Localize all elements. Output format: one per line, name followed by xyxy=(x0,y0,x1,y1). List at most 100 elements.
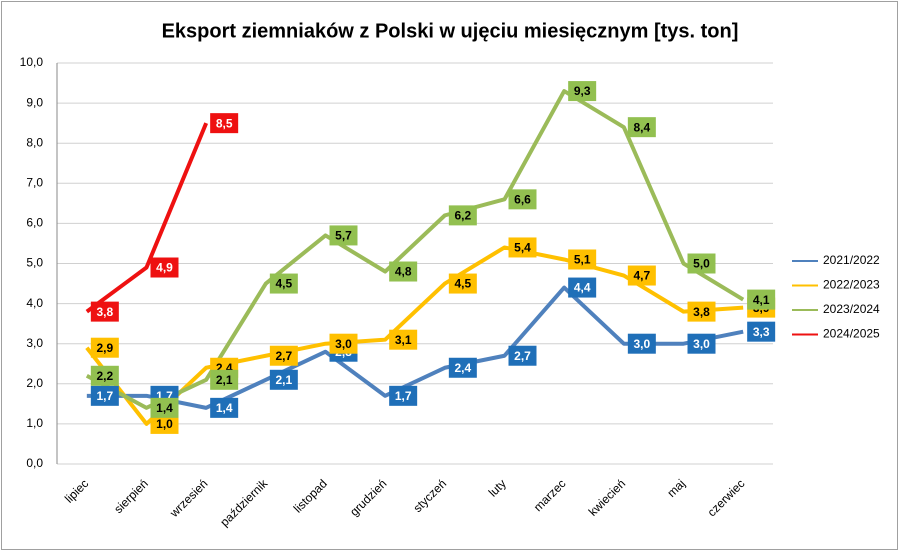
data-label-box xyxy=(269,345,298,366)
data-label-box xyxy=(389,329,418,350)
data-label-box xyxy=(508,189,537,210)
data-label-box xyxy=(150,413,179,434)
data-label-text: 3,8 xyxy=(96,305,113,319)
data-label-box xyxy=(150,397,179,418)
data-label-text: 4,5 xyxy=(275,277,292,291)
data-label-text: 2,9 xyxy=(96,341,113,355)
data-label: 3,0 xyxy=(329,333,358,354)
data-label-box xyxy=(329,225,358,246)
y-tick-label: 10,0 xyxy=(20,55,44,69)
y-tick-label: 5,0 xyxy=(26,256,43,270)
data-label: 5,7 xyxy=(329,225,358,246)
data-label-box xyxy=(90,385,119,406)
data-label-box xyxy=(627,333,656,354)
data-label: 2,4 xyxy=(448,357,477,378)
data-label: 3,0 xyxy=(687,333,716,354)
data-label: 4,5 xyxy=(448,273,477,294)
data-label-box xyxy=(269,369,298,390)
data-label-text: 4,7 xyxy=(633,269,650,283)
y-tick-label: 2,0 xyxy=(26,376,43,390)
data-label-text: 3,0 xyxy=(693,337,710,351)
data-label: 6,2 xyxy=(448,205,477,226)
y-tick-label: 9,0 xyxy=(26,95,43,109)
data-label: 8,4 xyxy=(627,117,656,138)
data-label-box xyxy=(448,273,477,294)
data-label: 4,4 xyxy=(568,277,597,298)
data-label-box xyxy=(568,277,597,298)
data-label-text: 4,1 xyxy=(753,293,770,307)
data-label-box xyxy=(508,237,537,258)
data-label: 2,9 xyxy=(90,337,119,358)
data-label: 5,0 xyxy=(687,253,716,274)
y-tick-label: 4,0 xyxy=(26,296,43,310)
data-label: 1,0 xyxy=(150,413,179,434)
legend-label: 2022/2023 xyxy=(823,278,880,292)
data-label-text: 2,2 xyxy=(96,369,113,383)
data-label-box xyxy=(389,385,418,406)
data-label: 5,1 xyxy=(568,249,597,270)
data-label-box xyxy=(90,365,119,386)
data-label: 3,8 xyxy=(687,301,716,322)
data-label-text: 2,4 xyxy=(454,361,471,375)
data-label-box xyxy=(90,337,119,358)
data-label-box xyxy=(687,301,716,322)
data-label-text: 1,4 xyxy=(156,401,173,415)
y-tick-label: 3,0 xyxy=(26,336,43,350)
data-label-text: 1,0 xyxy=(156,417,173,431)
data-label-box xyxy=(448,205,477,226)
data-label: 3,1 xyxy=(389,329,418,350)
data-label: 6,6 xyxy=(508,189,537,210)
data-label-text: 4,9 xyxy=(156,261,173,275)
data-label-box xyxy=(627,117,656,138)
data-label: 4,7 xyxy=(627,265,656,286)
data-label-text: 5,7 xyxy=(335,229,352,243)
data-label-box xyxy=(448,357,477,378)
data-label-box xyxy=(627,265,656,286)
data-label-box xyxy=(747,321,776,342)
data-label-text: 8,5 xyxy=(216,116,233,130)
data-label-text: 2,7 xyxy=(514,349,531,363)
data-label-text: 1,7 xyxy=(395,389,412,403)
data-label: 5,4 xyxy=(508,237,537,258)
data-label-text: 8,4 xyxy=(633,120,650,134)
data-label: 4,5 xyxy=(269,273,298,294)
data-label: 2,1 xyxy=(210,369,239,390)
data-label: 4,8 xyxy=(389,261,418,282)
legend-label: 2024/2025 xyxy=(823,327,880,341)
data-label: 1,7 xyxy=(389,385,418,406)
data-label-text: 3,3 xyxy=(753,325,770,339)
data-label-text: 5,1 xyxy=(574,253,591,267)
data-label-box xyxy=(210,397,239,418)
data-label-box xyxy=(687,333,716,354)
data-label: 2,7 xyxy=(269,345,298,366)
data-label: 1,4 xyxy=(210,397,239,418)
chart-title: Eksport ziemniaków z Polski w ujęciu mie… xyxy=(162,20,739,42)
data-label-text: 3,0 xyxy=(335,337,352,351)
data-label-text: 2,7 xyxy=(275,349,292,363)
data-label: 9,3 xyxy=(568,81,597,102)
data-label: 8,5 xyxy=(210,113,239,134)
data-label-box xyxy=(90,301,119,322)
data-label-box xyxy=(150,257,179,278)
data-label: 2,2 xyxy=(90,365,119,386)
y-tick-label: 6,0 xyxy=(26,216,43,230)
data-label-box xyxy=(687,253,716,274)
series-line xyxy=(85,89,745,410)
data-label-box xyxy=(269,273,298,294)
data-label: 1,4 xyxy=(150,397,179,418)
data-label-box xyxy=(210,369,239,390)
data-label-text: 3,8 xyxy=(693,305,710,319)
data-label: 3,3 xyxy=(747,321,776,342)
y-tick-label: 1,0 xyxy=(26,416,43,430)
data-label-text: 1,4 xyxy=(216,401,233,415)
y-tick-label: 7,0 xyxy=(26,175,43,189)
data-label: 2,1 xyxy=(269,369,298,390)
data-label-box xyxy=(508,345,537,366)
data-label-text: 3,1 xyxy=(395,333,412,347)
data-label: 3,8 xyxy=(90,301,119,322)
data-label-text: 2,1 xyxy=(275,373,292,387)
data-label-text: 6,6 xyxy=(514,193,531,207)
y-tick-label: 0,0 xyxy=(26,456,43,470)
y-tick-label: 8,0 xyxy=(26,135,43,149)
